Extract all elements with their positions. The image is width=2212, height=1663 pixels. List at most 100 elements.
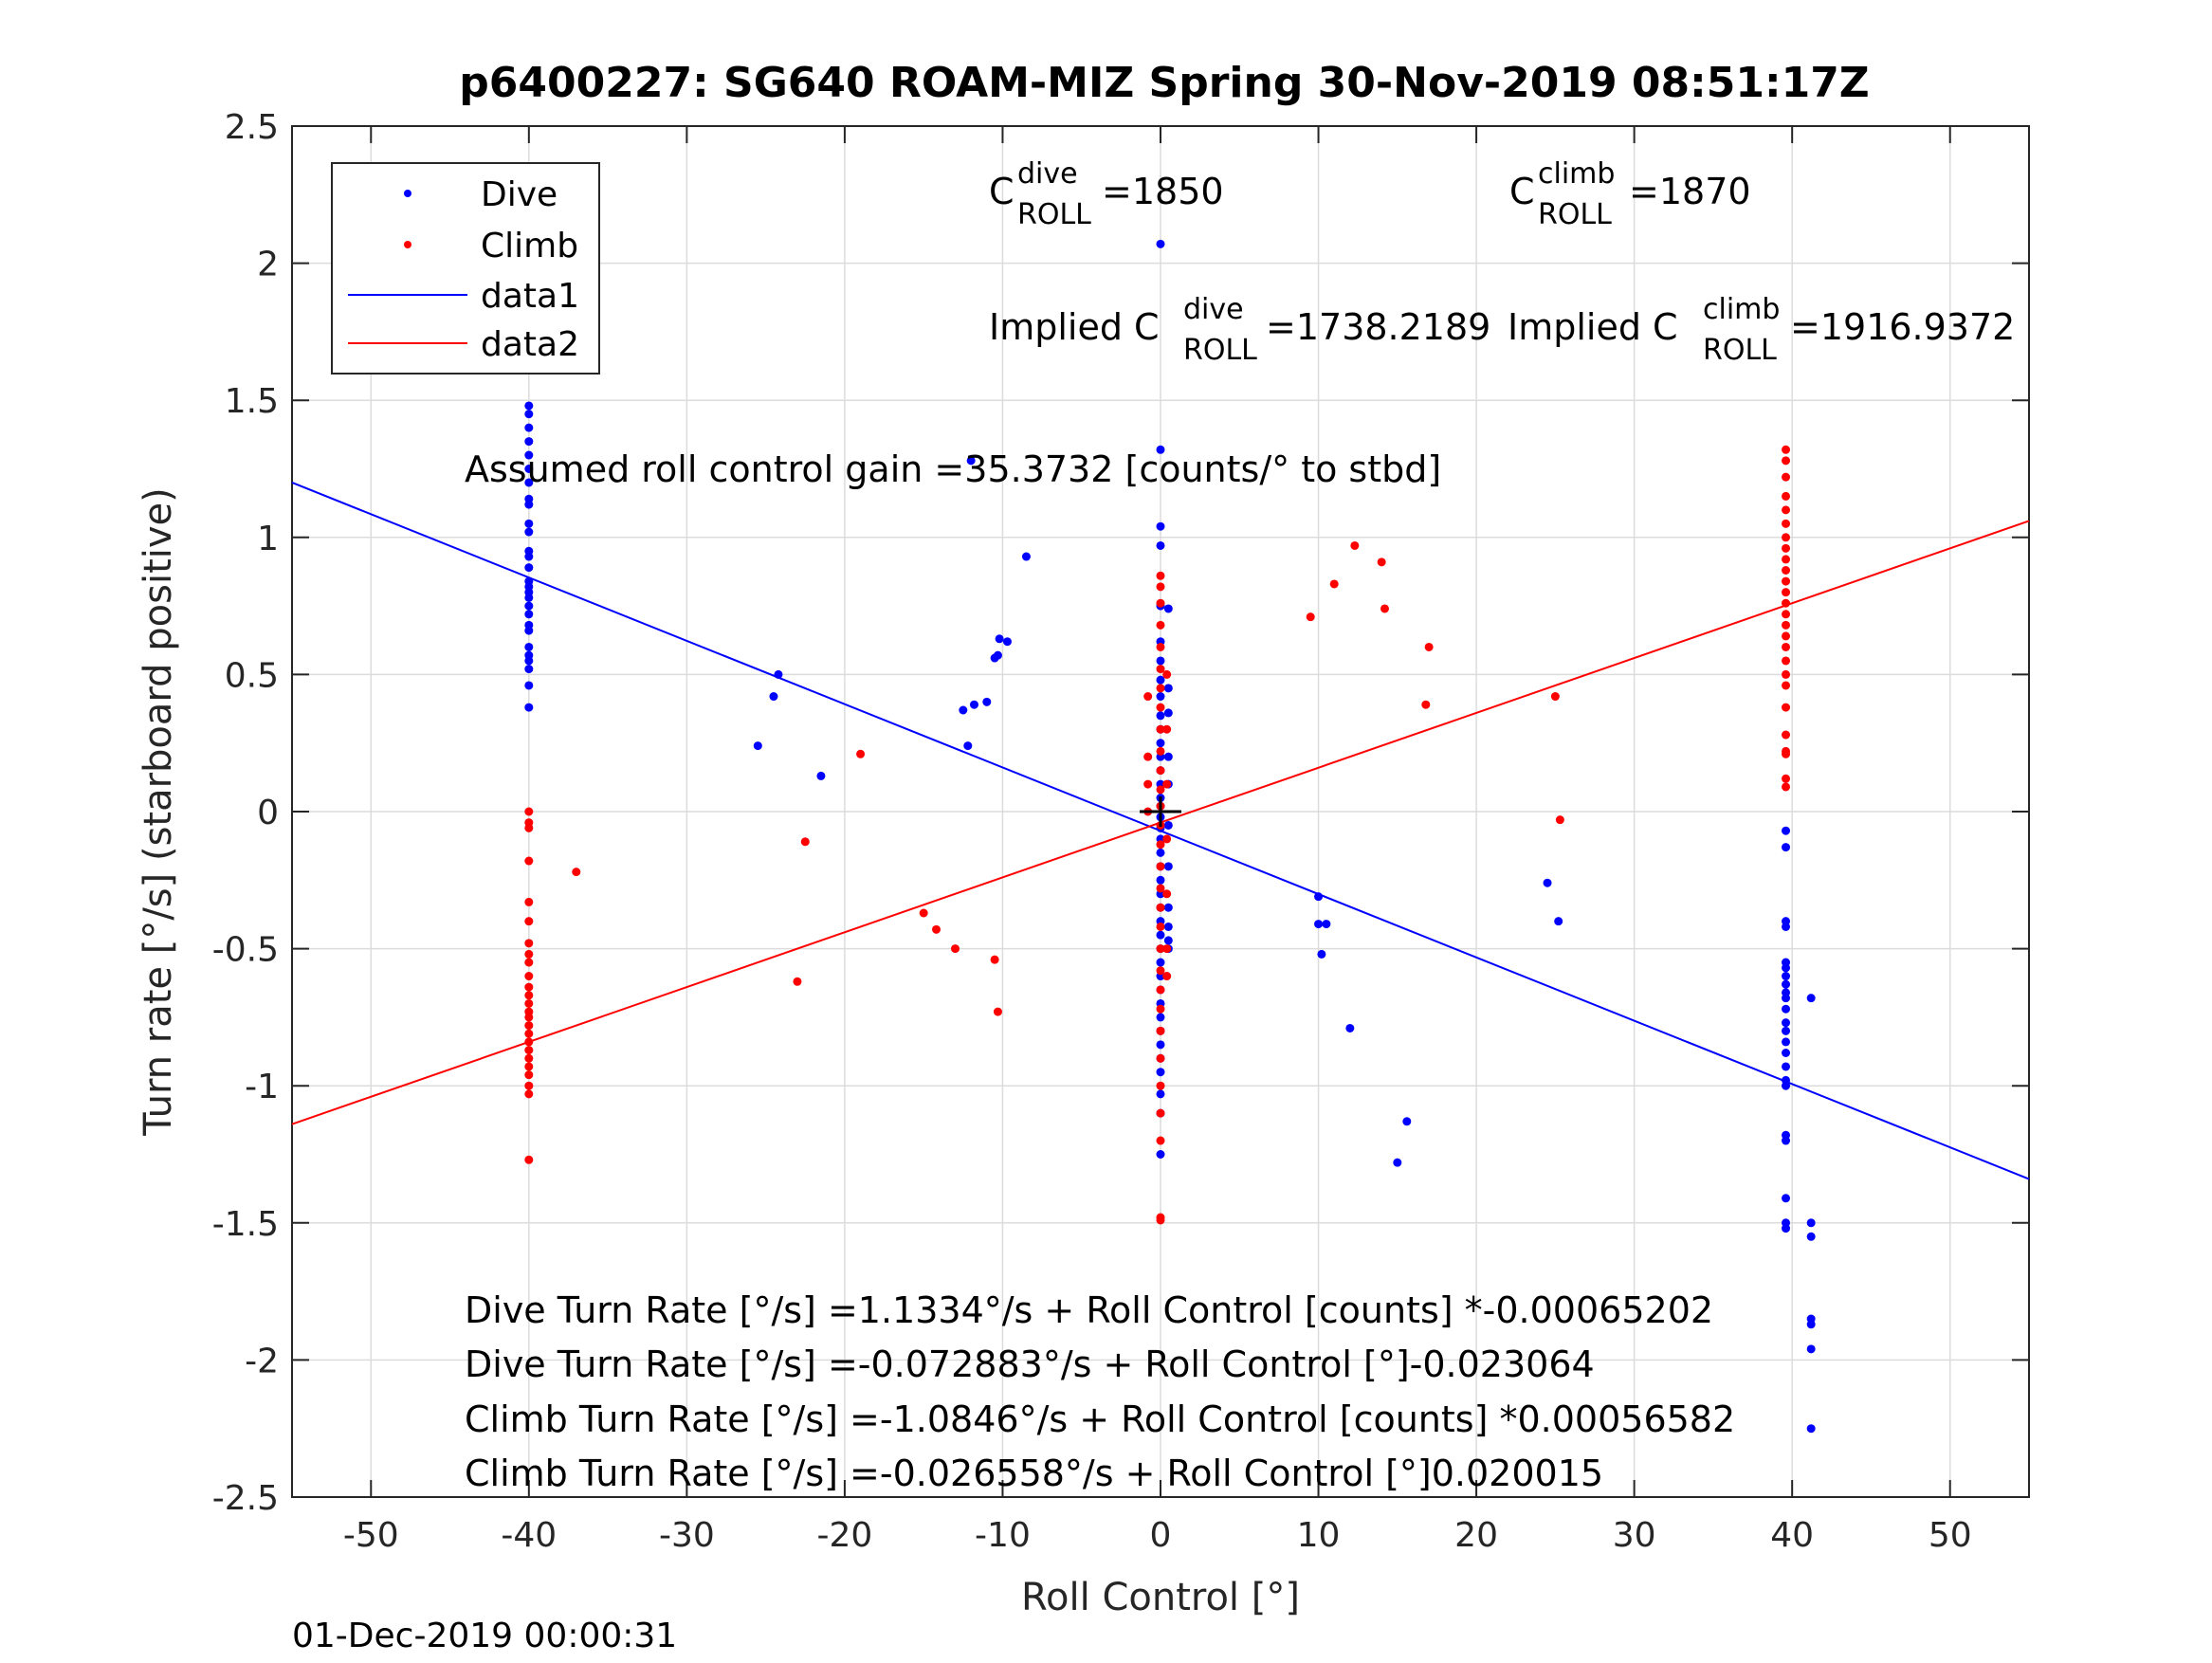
climb-point [1156, 620, 1165, 630]
dive-point [1156, 1013, 1165, 1022]
dive-point [524, 665, 534, 674]
dive-point [524, 527, 534, 537]
dive-point [1156, 445, 1165, 454]
dive-point [1314, 920, 1324, 929]
climb-point [572, 868, 581, 877]
annotation-roll-gain: Assumed roll control gain =35.3732 [coun… [465, 448, 1441, 490]
legend-dive-marker [404, 190, 411, 197]
climb-point [524, 972, 534, 981]
legend-data1-label: data1 [481, 277, 579, 316]
dive-point [1782, 843, 1791, 852]
dive-point [1163, 922, 1173, 931]
dive-point [1163, 708, 1173, 718]
climb-point [524, 856, 534, 866]
climb-point [1782, 669, 1791, 679]
climb-point [1156, 1026, 1165, 1035]
climb-point [1156, 1108, 1165, 1118]
dive-point [1393, 1158, 1402, 1167]
climb-point [1156, 1215, 1165, 1225]
climb-point [1156, 582, 1165, 592]
svg-text:dive: dive [1017, 157, 1078, 191]
climb-point [1156, 840, 1165, 850]
climb-point [524, 1053, 534, 1063]
dive-point [1021, 552, 1031, 561]
y-tick-label: 2.5 [225, 108, 279, 147]
y-tick-label: 1.5 [225, 382, 279, 421]
climb-point [524, 1021, 534, 1031]
dive-point [1782, 1136, 1791, 1145]
climb-point [524, 1089, 534, 1099]
climb-point [1380, 604, 1389, 613]
y-tick-label: -2 [245, 1342, 279, 1380]
climb-point [1156, 985, 1165, 995]
climb-point [1156, 862, 1165, 871]
svg-text:=1738.2189: =1738.2189 [1266, 306, 1490, 348]
climb-point [524, 949, 534, 959]
x-tick-label: 30 [1613, 1516, 1656, 1555]
svg-text:C: C [1509, 171, 1535, 212]
climb-point [990, 955, 999, 964]
climb-point [1421, 700, 1431, 709]
climb-point [524, 1070, 534, 1080]
legend-climb-label: Climb [481, 227, 578, 265]
climb-point [1782, 588, 1791, 597]
dive-point [1782, 1018, 1791, 1028]
dive-point [1163, 862, 1173, 871]
climb-point [1782, 631, 1791, 641]
dive-point [524, 478, 534, 487]
dive-point [524, 610, 534, 619]
climb-point [524, 982, 534, 992]
annotation-c-climb: C climb ROLL =1870 [1509, 157, 1751, 231]
climb-point [1162, 834, 1172, 844]
dive-point [524, 563, 534, 573]
climb-point [1156, 1136, 1165, 1145]
climb-point [1782, 656, 1791, 666]
x-axis-label: Roll Control [°] [1021, 1576, 1300, 1619]
climb-point [1782, 642, 1791, 651]
dive-point [1806, 1320, 1816, 1329]
dive-point [1002, 637, 1012, 647]
climb-point [1782, 749, 1791, 758]
svg-text:Implied C: Implied C [1508, 306, 1678, 348]
svg-text:climb: climb [1538, 157, 1615, 191]
dive-point [1782, 972, 1791, 981]
dive-point [1782, 1004, 1791, 1014]
dive-point [524, 401, 534, 411]
dive-point [1782, 963, 1791, 973]
x-tick-label: -30 [659, 1516, 715, 1555]
climb-point [1162, 889, 1172, 899]
y-tick-label: -0.5 [212, 931, 279, 970]
dive-point [524, 552, 534, 561]
climb-point [524, 1013, 534, 1022]
y-axis-label: Turn rate [°/s] (starboard positive) [137, 487, 180, 1137]
y-tick-label: -1 [245, 1068, 279, 1106]
climb-point [1782, 491, 1791, 501]
legend-climb-marker [404, 241, 411, 248]
legend: Dive Climb data1 data2 [331, 162, 600, 375]
dive-point [1156, 1089, 1165, 1099]
dive-point [1156, 239, 1165, 248]
dive-point [982, 697, 992, 706]
climb-point [1782, 730, 1791, 740]
dive-point [1163, 604, 1173, 613]
x-tick-labels: -50 -40 -30 -20 -10 0 10 20 30 40 50 [343, 1516, 1972, 1555]
y-tick-label: 1 [257, 520, 279, 558]
climb-point [1782, 610, 1791, 619]
dive-point [1156, 711, 1165, 721]
svg-text:=1870: =1870 [1629, 171, 1751, 212]
dive-point [524, 437, 534, 447]
legend-dive-label: Dive [481, 175, 558, 214]
legend-box [331, 162, 600, 375]
svg-text:=1850: =1850 [1102, 171, 1224, 212]
climb-point [1156, 598, 1165, 608]
svg-text:ROLL: ROLL [1183, 334, 1257, 367]
dive-point [1156, 656, 1165, 666]
x-tick-label: 40 [1770, 1516, 1814, 1555]
svg-text:dive: dive [1183, 293, 1244, 326]
climb-point [1350, 540, 1360, 550]
climb-point [1156, 903, 1165, 912]
dive-point [1782, 979, 1791, 989]
dive-point [524, 465, 534, 473]
y-tick-label: 0 [257, 794, 279, 832]
climb-point [524, 958, 534, 967]
